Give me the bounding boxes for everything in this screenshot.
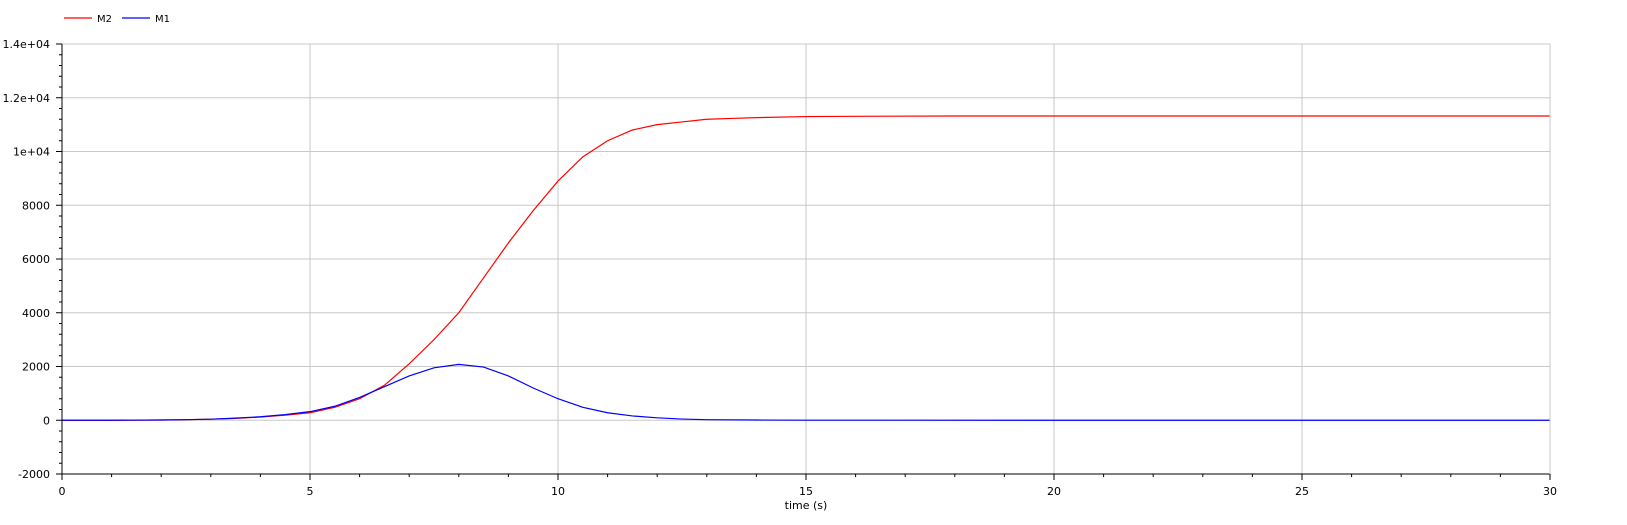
series-group: [62, 115, 1550, 421]
y-tick-label: 1.2e+04: [3, 92, 50, 105]
y-tick-label: 4000: [22, 307, 50, 320]
x-tick-label: 15: [799, 485, 813, 498]
y-tick-label: -2000: [18, 468, 50, 481]
y-tick-label: 2000: [22, 361, 50, 374]
y-tick-label: 8000: [22, 199, 50, 212]
y-tick-label: 1e+04: [13, 146, 50, 159]
x-tick-label: 5: [307, 485, 314, 498]
legend-label-m1: M1: [155, 14, 170, 25]
x-tick-label: 30: [1543, 485, 1557, 498]
legend: M2 M1: [64, 14, 170, 25]
x-tick-label: 20: [1047, 485, 1061, 498]
y-tick-label: 1.4e+04: [3, 38, 50, 51]
x-tick-label: 0: [59, 485, 66, 498]
x-tick-label: 10: [551, 485, 565, 498]
y-tick-label: 6000: [22, 253, 50, 266]
legend-label-m2: M2: [97, 14, 112, 25]
y-tick-label: 0: [43, 414, 50, 427]
x-axis-label: time (s): [785, 499, 828, 512]
series-line-m1: [62, 363, 1550, 421]
axes: -2000 0 2000 4000 6000 8000 1e+04 1.2e+04 1.4e+0…: [3, 38, 1557, 498]
x-tick-label: 25: [1295, 485, 1309, 498]
